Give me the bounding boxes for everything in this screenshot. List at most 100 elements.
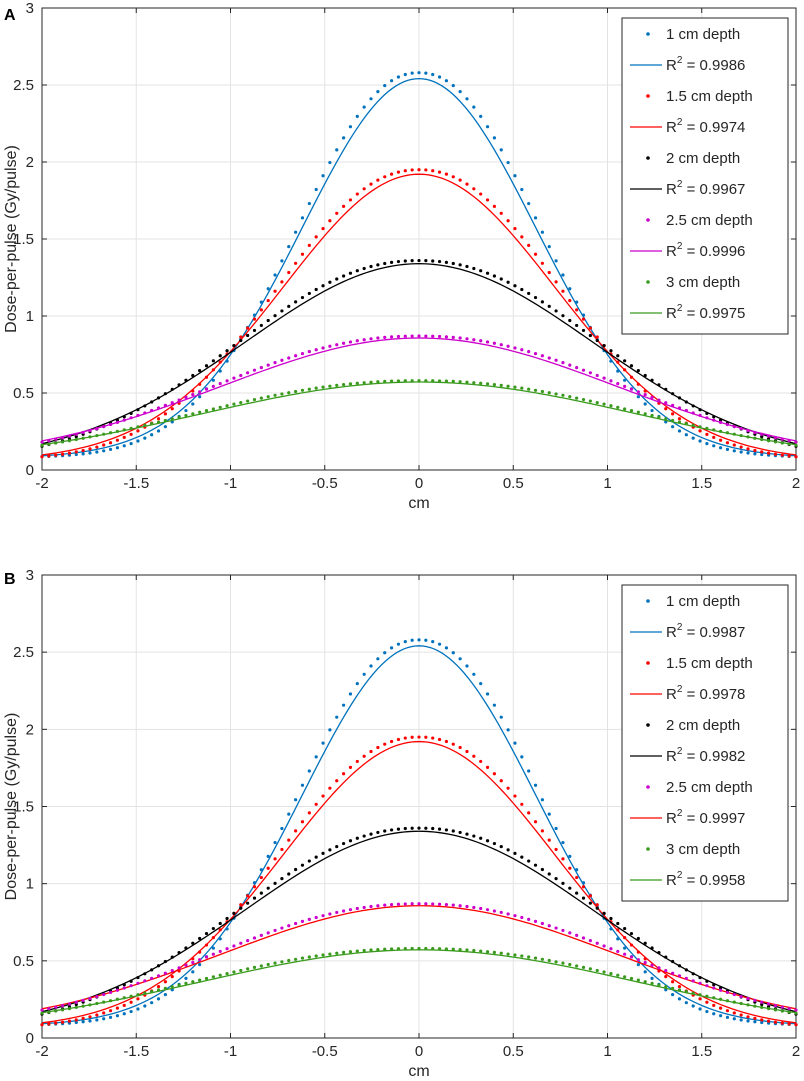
data-point <box>629 955 634 959</box>
data-point <box>239 968 243 973</box>
data-point <box>198 978 202 982</box>
legend-label: 3 cm depth <box>666 841 740 858</box>
data-point <box>204 375 209 379</box>
data-point <box>575 366 579 370</box>
data-point <box>252 965 257 970</box>
legend-fit-label: R2 = 0.9986 <box>666 55 745 74</box>
data-point <box>266 931 270 935</box>
data-point <box>691 404 695 408</box>
data-point <box>671 980 675 984</box>
data-point <box>321 953 325 957</box>
data-point <box>47 439 51 443</box>
data-point <box>465 97 469 101</box>
data-point <box>533 216 538 220</box>
data-point <box>60 1004 65 1008</box>
data-point <box>108 999 113 1003</box>
data-point <box>246 894 250 898</box>
data-point <box>122 983 126 987</box>
legend-fit-label: R2 = 0.9974 <box>666 117 745 136</box>
data-point <box>602 344 606 348</box>
data-point <box>705 441 709 446</box>
data-point <box>554 259 558 263</box>
data-point <box>355 381 359 385</box>
data-point <box>348 198 353 202</box>
data-point <box>204 408 209 413</box>
data-point <box>753 998 757 1003</box>
x-tick-label: -1.5 <box>123 1043 149 1060</box>
data-point <box>451 379 455 384</box>
data-point <box>444 172 449 176</box>
data-point <box>458 263 462 267</box>
data-point <box>746 451 750 455</box>
data-point <box>527 243 531 247</box>
x-tick-label: 0.5 <box>503 1043 524 1060</box>
x-tick-label: -0.5 <box>312 1043 338 1060</box>
data-point <box>492 909 496 913</box>
data-point <box>719 988 723 992</box>
data-point <box>211 368 215 372</box>
data-point <box>664 401 668 405</box>
data-point <box>650 395 654 399</box>
data-point <box>102 1000 106 1004</box>
data-point <box>115 429 119 433</box>
data-point <box>677 420 682 424</box>
data-point <box>102 425 106 429</box>
data-point <box>300 919 305 924</box>
data-point <box>554 309 558 313</box>
data-point <box>417 168 421 172</box>
data-point <box>451 175 455 179</box>
data-point <box>266 298 270 303</box>
data-point <box>170 417 174 421</box>
data-point <box>602 944 606 948</box>
data-point <box>732 425 736 429</box>
data-point <box>677 984 682 989</box>
data-point <box>746 429 750 433</box>
data-point <box>225 404 229 408</box>
data-point <box>273 840 277 845</box>
data-point <box>657 983 661 987</box>
data-point <box>479 949 483 953</box>
data-point <box>602 376 606 380</box>
data-point <box>540 798 544 802</box>
data-point <box>588 967 592 971</box>
data-point <box>294 867 298 872</box>
data-point <box>129 441 133 446</box>
data-point <box>95 1018 99 1022</box>
data-point <box>314 287 318 292</box>
data-point <box>760 437 764 442</box>
data-point <box>705 426 709 430</box>
data-point <box>266 363 270 367</box>
data-point <box>191 957 195 961</box>
data-point <box>280 847 284 852</box>
data-point <box>150 422 154 426</box>
data-point <box>403 169 407 173</box>
data-point <box>581 397 586 402</box>
data-point <box>677 997 682 1001</box>
data-point <box>595 400 599 405</box>
legend-fit-label: R2 = 0.9958 <box>666 870 745 889</box>
data-point <box>705 1000 709 1004</box>
data-point <box>725 990 730 995</box>
data-point <box>417 258 421 263</box>
data-point <box>54 1005 58 1009</box>
data-point <box>616 928 620 932</box>
data-point <box>163 412 167 416</box>
data-point <box>616 360 620 364</box>
legend-label: 1.5 cm depth <box>666 88 753 105</box>
legend-marker <box>646 32 650 36</box>
data-point <box>129 1000 133 1004</box>
data-point <box>424 168 428 172</box>
data-point <box>355 269 359 273</box>
data-point <box>602 911 606 915</box>
data-point <box>492 772 496 776</box>
data-point <box>287 872 291 876</box>
legend-marker <box>646 280 650 284</box>
data-point <box>650 378 654 382</box>
data-point <box>335 779 339 783</box>
data-point <box>520 802 524 806</box>
data-point <box>636 395 640 399</box>
data-point <box>712 415 716 419</box>
data-point <box>561 961 565 965</box>
data-point <box>252 881 257 885</box>
data-point <box>47 1007 51 1011</box>
